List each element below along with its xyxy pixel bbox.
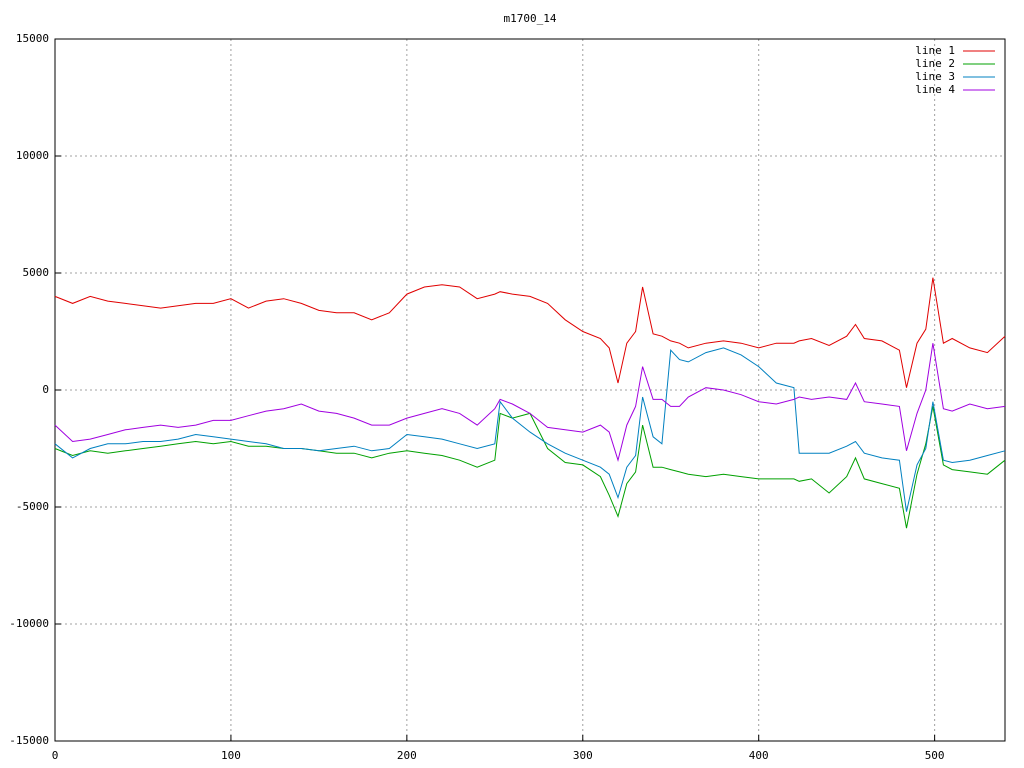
x-tick-label: 0 <box>52 749 59 762</box>
legend-label: line 3 <box>915 70 955 83</box>
y-tick-label: -15000 <box>9 734 49 747</box>
x-tick-label: 100 <box>221 749 241 762</box>
x-tick-label: 500 <box>925 749 945 762</box>
x-tick-label: 300 <box>573 749 593 762</box>
y-tick-label: 15000 <box>16 32 49 45</box>
legend-label: line 1 <box>915 44 955 57</box>
legend-label: line 2 <box>915 57 955 70</box>
legend-label: line 4 <box>915 83 955 96</box>
plot-frame <box>54 38 1006 742</box>
data-line <box>54 347 1006 512</box>
y-tick-label: -5000 <box>16 500 49 513</box>
y-tick-label: 0 <box>42 383 49 396</box>
y-tick-label: 5000 <box>23 266 50 279</box>
x-tick-label: 400 <box>749 749 769 762</box>
data-line <box>54 406 1006 529</box>
y-tick-label: -10000 <box>9 617 49 630</box>
data-line <box>54 343 1006 463</box>
chart-title: m1700_14 <box>504 12 557 25</box>
x-tick-label: 200 <box>397 749 417 762</box>
data-line <box>54 277 1006 388</box>
y-tick-label: 10000 <box>16 149 49 162</box>
